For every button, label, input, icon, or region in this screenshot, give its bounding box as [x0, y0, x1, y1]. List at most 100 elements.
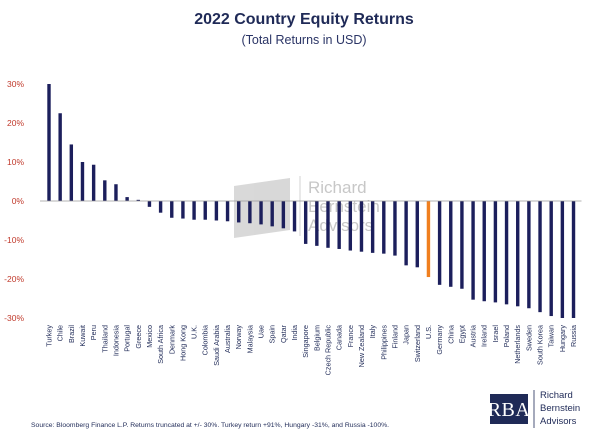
bar — [136, 199, 140, 201]
x-tick-label: Kuwait — [78, 325, 87, 347]
y-tick-label: 20% — [7, 118, 24, 128]
x-tick-label: Brazil — [67, 325, 76, 343]
x-tick-label: Indonesia — [111, 325, 120, 356]
y-tick-label: -30% — [4, 313, 24, 323]
x-tick-label: India — [290, 325, 299, 341]
bar — [516, 201, 520, 307]
bar — [326, 201, 330, 248]
source-note: Source: Bloomberg Finance L.P. Returns t… — [31, 422, 389, 429]
x-tick-label: Thailand — [100, 325, 109, 353]
bar — [103, 180, 107, 201]
bar — [359, 201, 364, 252]
bar — [393, 201, 397, 256]
bar — [170, 201, 174, 218]
bar — [125, 197, 129, 201]
bar — [571, 201, 576, 318]
bar — [482, 201, 486, 302]
bar — [426, 201, 431, 278]
x-tick-label: U.S. — [424, 325, 433, 339]
bar — [259, 201, 263, 225]
bar — [114, 184, 118, 201]
bar — [404, 201, 408, 266]
chart-title: 2022 Country Equity Returns — [194, 11, 414, 28]
bar — [348, 201, 353, 251]
bar — [538, 201, 542, 313]
x-tick-label: Sweden — [524, 325, 533, 351]
bar — [47, 84, 51, 201]
bar — [91, 164, 96, 201]
x-tick-label: U.K. — [190, 325, 199, 339]
x-tick-label: Poland — [502, 325, 511, 347]
x-axis-labels: Turkey Chile Brazil Kuwait Peru Thailand Indon… — [45, 324, 579, 375]
bar — [315, 201, 319, 246]
x-tick-label: Malaysia — [245, 325, 254, 353]
bar — [449, 201, 453, 287]
bar — [225, 201, 230, 222]
bar — [303, 201, 308, 244]
x-tick-label: Czech Republic — [324, 325, 333, 376]
x-tick-label: Saudi Arabia — [212, 325, 221, 366]
bar — [292, 201, 297, 232]
x-tick-label: Switzerland — [413, 325, 422, 362]
x-tick-label: Israel — [491, 325, 500, 343]
x-tick-label: Portugal — [123, 325, 132, 352]
x-tick-label: Denmark — [167, 325, 176, 355]
bar — [158, 201, 163, 213]
x-tick-label: Hungary — [558, 325, 567, 353]
y-tick-label: -20% — [4, 274, 24, 284]
x-tick-label: Italy — [368, 325, 377, 339]
y-tick-label: -10% — [4, 235, 24, 245]
x-tick-label: Colombia — [201, 325, 210, 355]
watermark-line2: Bernstein — [308, 197, 380, 216]
x-tick-label: Belgium — [312, 325, 321, 351]
bar — [147, 201, 152, 207]
bar — [203, 201, 207, 220]
bar — [382, 201, 386, 254]
x-tick-label: Mexico — [145, 325, 154, 348]
bar — [248, 201, 252, 224]
x-tick-label: Turkey — [45, 325, 54, 347]
bars — [47, 84, 576, 318]
logo-line3: Advisors — [540, 416, 577, 427]
x-tick-label: Norway — [234, 325, 243, 350]
bar — [192, 201, 196, 220]
x-tick-label: Finland — [390, 325, 399, 349]
x-tick-label: South Korea — [536, 325, 545, 365]
x-tick-label: Netherlands — [513, 325, 522, 364]
x-tick-label: Uae — [257, 325, 266, 338]
chart-subtitle: (Total Returns in USD) — [241, 33, 366, 47]
bar — [181, 201, 185, 219]
bar — [493, 201, 498, 303]
x-tick-label: Japan — [402, 325, 411, 345]
bar — [237, 201, 241, 223]
x-tick-label: China — [446, 325, 455, 344]
bar — [214, 201, 219, 221]
y-tick-label: 0% — [12, 196, 25, 206]
bar — [560, 201, 565, 318]
watermark-line1: Richard — [308, 178, 367, 197]
bar — [549, 201, 553, 317]
bar — [80, 162, 85, 201]
y-tick-label: 30% — [7, 79, 24, 89]
x-tick-label: Hong Kong — [178, 325, 187, 361]
rba-logo: RBA Richard Bernstein Advisors — [488, 390, 580, 428]
bar — [527, 201, 531, 309]
x-tick-label: Peru — [89, 325, 98, 340]
y-tick-label: 10% — [7, 157, 24, 167]
logo-line2: Bernstein — [540, 403, 580, 414]
x-tick-label: Australia — [223, 325, 232, 353]
x-tick-label: New Zealand — [357, 325, 366, 367]
logo-line1: Richard — [540, 390, 573, 401]
bar — [437, 201, 442, 285]
x-tick-label: Germany — [435, 325, 444, 355]
bar — [337, 201, 341, 249]
bar — [460, 201, 464, 289]
bar — [270, 201, 274, 227]
x-tick-label: Qatar — [279, 324, 288, 343]
bar — [281, 201, 286, 229]
x-tick-label: Russia — [569, 325, 578, 347]
bar — [471, 201, 475, 300]
x-tick-label: Canada — [335, 325, 344, 350]
bar — [370, 201, 375, 253]
